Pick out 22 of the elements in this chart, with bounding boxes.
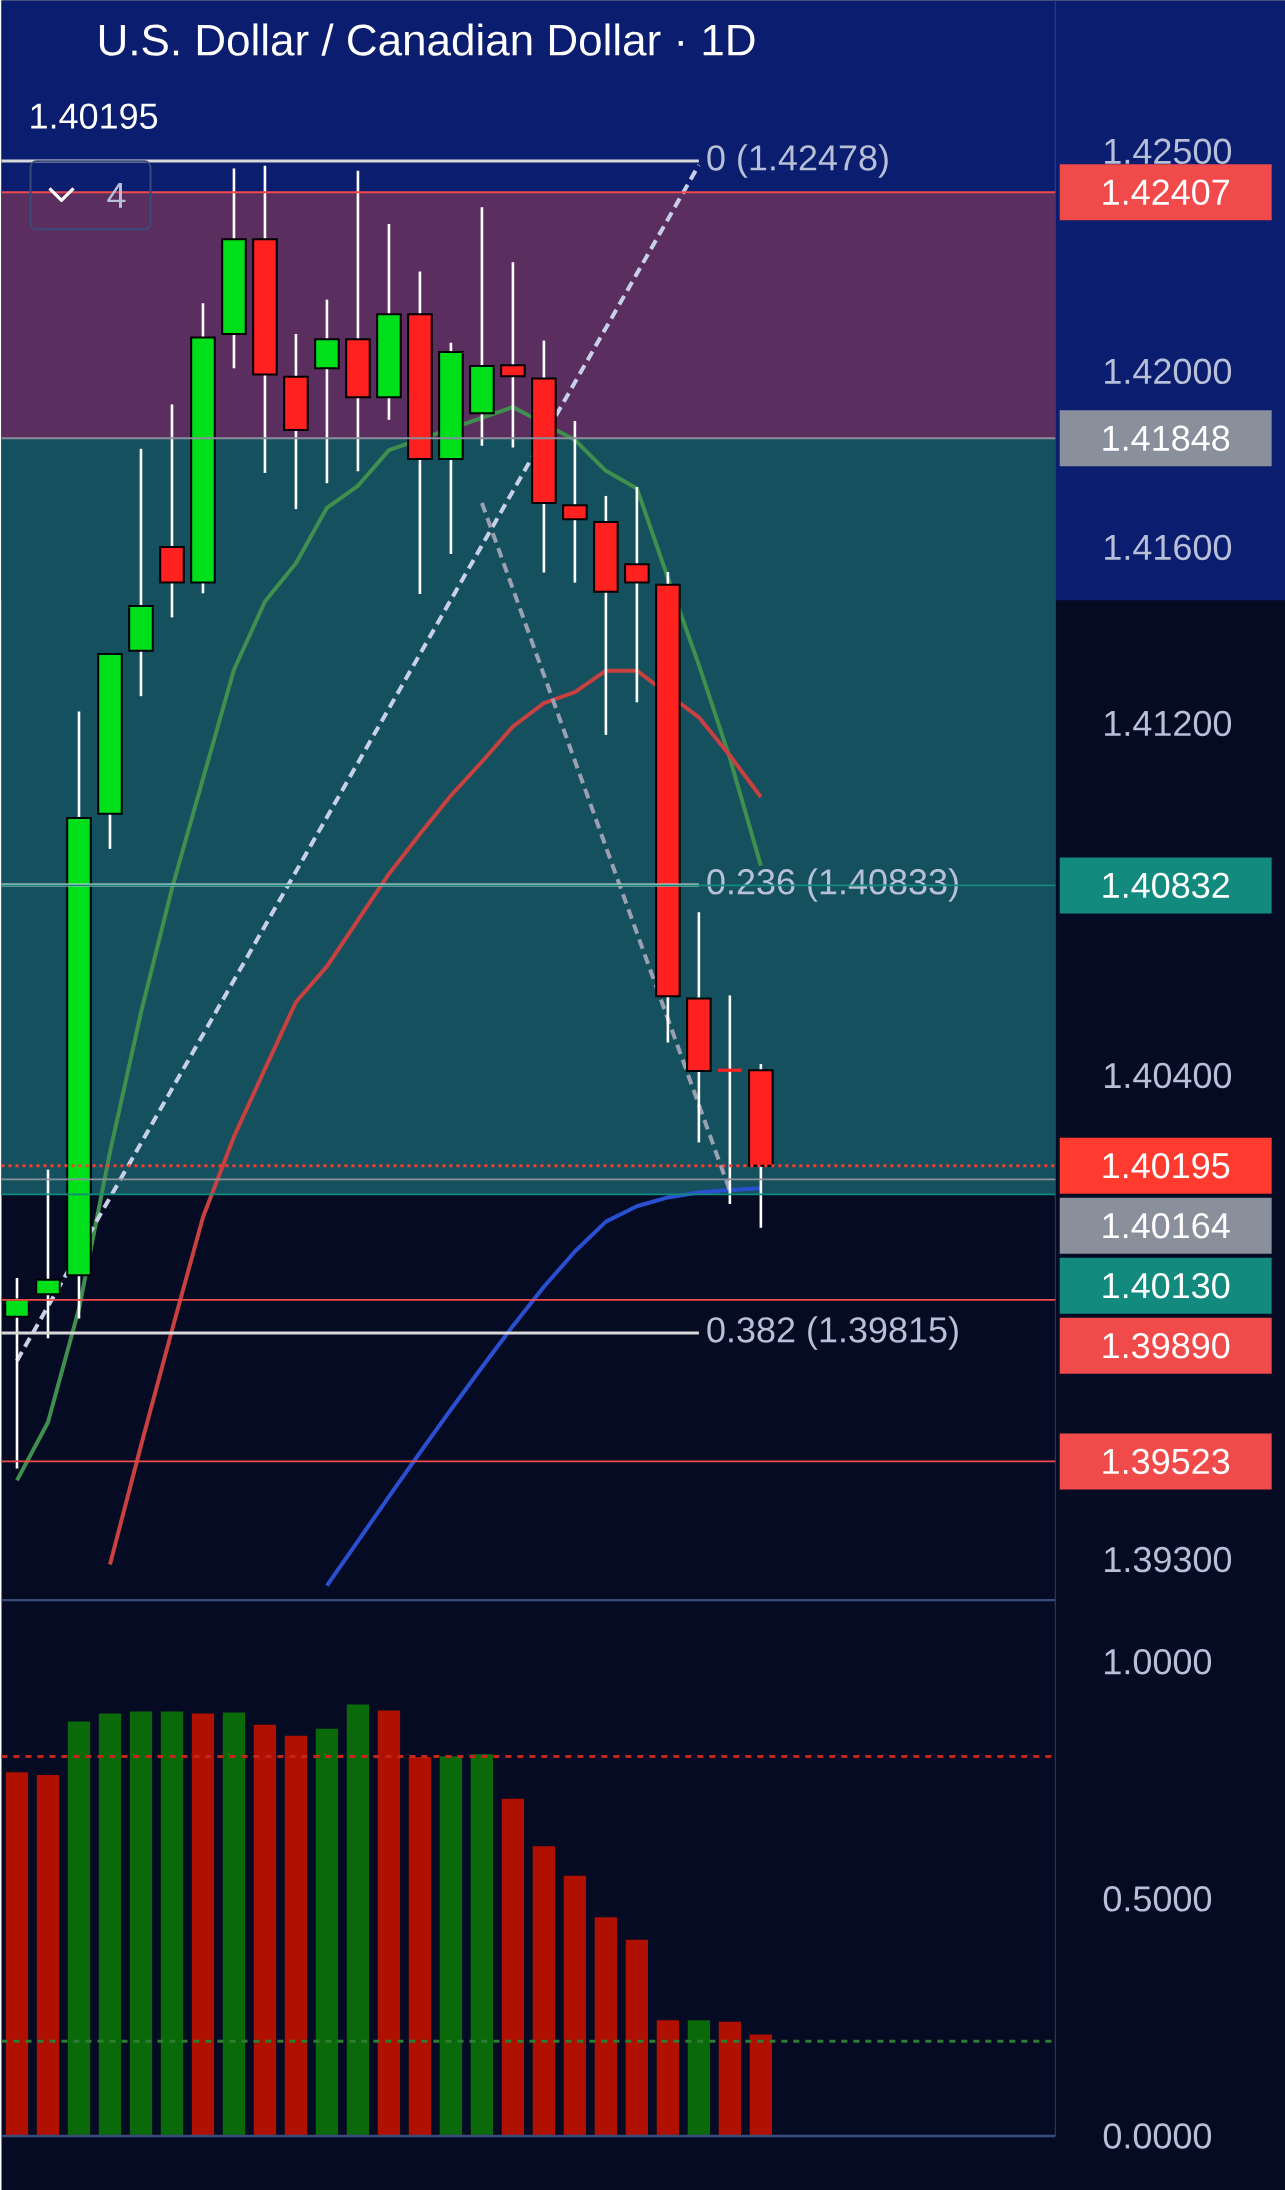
text: 1.40195 [31,103,158,129]
y-tick-label: 0.0000 [1103,2123,1211,2149]
ref-line-label: 1.39523 [1103,1448,1230,1475]
y-tick-label: 1.42500 [1104,138,1231,165]
y-tick-label: 1.39300 [1104,1546,1231,1573]
ref-line-label: 1.42407 [1103,179,1229,205]
ref-line-label: 0.236 (1.40833) [707,868,958,902]
y-tick-label: 0.5000 [1103,1886,1211,1912]
y-tick-label: 1.0000 [1104,1648,1211,1675]
y-tick-label: 1.42000 [1104,358,1231,385]
chart-title: U.S. Dollar / Canadian Dollar · 1D [99,23,755,56]
ref-line-label: 1.40195 [1103,1152,1230,1179]
y-tick-label: 1.41200 [1104,710,1231,737]
ref-line-label: 0.382 (1.39815) [707,1316,958,1350]
ref-line-label: 1.41848 [1103,425,1230,451]
y-tick-label: 1.41600 [1104,534,1231,561]
y-tick-label: 1.40400 [1104,1062,1231,1089]
ref-line-label: 1.40832 [1103,872,1229,899]
ref-line-label: 0 (1.42478) [707,144,888,178]
ref-line-label: 1.40130 [1103,1272,1230,1299]
ref-line-label: 1.39890 [1103,1332,1230,1359]
ref-line-label: 1.40164 [1103,1212,1230,1239]
